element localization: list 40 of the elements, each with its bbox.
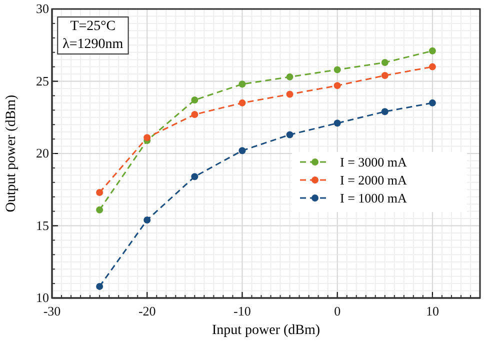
y-tick-label: 25 xyxy=(36,73,49,88)
point xyxy=(238,99,246,106)
y-tick-label: 20 xyxy=(36,146,49,161)
point xyxy=(286,131,294,138)
point xyxy=(381,108,388,116)
y-tick-label: 15 xyxy=(36,218,49,233)
point xyxy=(238,147,246,154)
annotation: λ=1290nm xyxy=(62,37,124,52)
x-tick-label: 0 xyxy=(334,303,341,318)
point xyxy=(144,216,151,224)
annotation: T=25°C xyxy=(70,19,116,34)
legend-label: I = 2000 mA xyxy=(340,172,408,188)
x-tick-label: -20 xyxy=(138,303,156,318)
point xyxy=(286,73,294,80)
point xyxy=(428,63,436,70)
point xyxy=(381,72,388,79)
point xyxy=(428,47,436,54)
x-tick-label: -10 xyxy=(234,303,251,318)
legend-label: I = 3000 mA xyxy=(340,154,408,170)
point xyxy=(238,80,246,88)
point xyxy=(96,282,104,290)
point xyxy=(428,99,436,106)
y-tick-label: 30 xyxy=(36,1,49,16)
point xyxy=(191,173,198,180)
point xyxy=(334,66,341,74)
point xyxy=(144,134,151,142)
y-tick-label: 10 xyxy=(36,290,49,306)
x-tick-label: -30 xyxy=(43,303,61,318)
point xyxy=(191,110,198,118)
point xyxy=(96,189,104,196)
point xyxy=(334,120,341,127)
point xyxy=(334,82,341,90)
point xyxy=(286,90,294,98)
point xyxy=(191,96,198,104)
y-axis-title: Output power (dBm) xyxy=(4,94,19,212)
point xyxy=(381,58,388,66)
point xyxy=(96,206,104,214)
x-tick-label: 10 xyxy=(426,303,439,318)
x-axis-title: Input power (dBm) xyxy=(212,323,320,338)
legend-label: I = 1000 mA xyxy=(340,190,408,206)
